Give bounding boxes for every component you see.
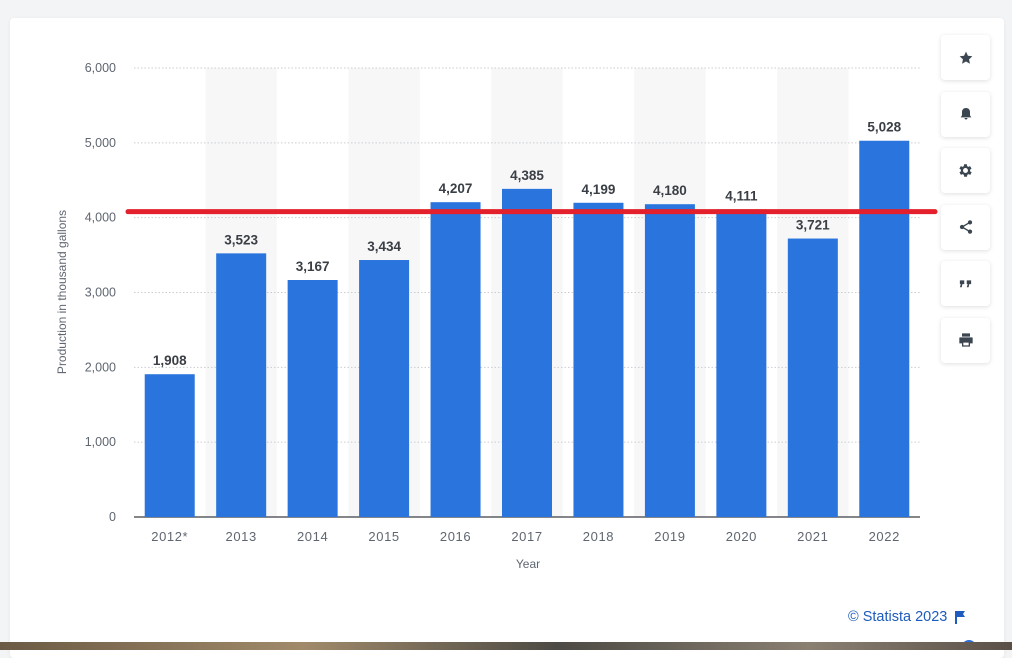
data-label: 4,180	[653, 183, 687, 198]
bar	[359, 260, 410, 517]
y-tick-label: 3,000	[85, 286, 116, 300]
print-icon	[958, 333, 973, 347]
y-tick-label: 2,000	[85, 360, 116, 374]
bar	[573, 202, 624, 517]
x-tick-label: 2018	[583, 529, 614, 544]
data-label: 3,721	[796, 218, 830, 233]
bell-icon	[960, 108, 971, 120]
cite-button[interactable]	[941, 261, 990, 306]
x-tick-label: 2019	[654, 529, 685, 544]
data-label: 4,111	[725, 188, 758, 203]
gear-icon	[959, 164, 972, 177]
statista-credit[interactable]: © Statista 2023	[848, 609, 966, 625]
x-tick-label: 2022	[869, 529, 900, 544]
x-tick-label: 2014	[297, 529, 328, 544]
credit-text[interactable]: © Statista 2023	[848, 609, 948, 625]
data-label: 3,434	[367, 239, 401, 254]
notification-button[interactable]	[941, 91, 990, 137]
x-tick-label: 2020	[726, 529, 757, 544]
star-icon	[959, 51, 972, 64]
bar	[787, 238, 838, 517]
x-tick-label: 2013	[226, 529, 257, 544]
y-tick-label: 4,000	[85, 211, 116, 225]
x-tick-label: 2016	[440, 529, 471, 544]
share-button[interactable]	[941, 204, 990, 250]
bar	[502, 188, 552, 517]
print-button[interactable]	[941, 317, 990, 363]
data-label: 4,385	[510, 168, 544, 183]
y-tick-label: 5,000	[85, 136, 116, 150]
bar	[216, 253, 267, 517]
background-strip	[0, 642, 1012, 650]
y-tick-label: 0	[109, 510, 116, 524]
quote-icon	[959, 280, 972, 288]
x-tick-label: 2012*	[151, 529, 188, 544]
data-label: 3,523	[224, 232, 258, 247]
y-tick-label: 1,000	[85, 435, 116, 449]
flag-icon[interactable]	[955, 610, 966, 624]
settings-button[interactable]	[941, 148, 990, 193]
bar	[859, 140, 910, 517]
y-axis-title: Production in thousand gallons	[55, 210, 69, 374]
chart-toolbar	[941, 35, 990, 374]
favorite-button[interactable]	[941, 35, 990, 80]
data-label: 4,207	[439, 181, 473, 196]
x-tick-label: 2021	[797, 529, 828, 544]
bar	[430, 202, 481, 518]
share-icon	[959, 220, 972, 234]
data-label: 3,167	[296, 259, 330, 274]
bar	[644, 204, 695, 518]
data-label: 4,199	[582, 182, 616, 197]
data-label: 1,908	[153, 353, 187, 368]
bar	[716, 209, 767, 517]
x-axis-title: Year	[516, 557, 540, 571]
bar	[287, 280, 338, 517]
y-tick-label: 6,000	[85, 61, 116, 75]
x-tick-label: 2017	[511, 529, 542, 544]
bar	[144, 374, 195, 517]
x-tick-label: 2015	[368, 529, 399, 544]
data-label: 5,028	[867, 120, 901, 135]
